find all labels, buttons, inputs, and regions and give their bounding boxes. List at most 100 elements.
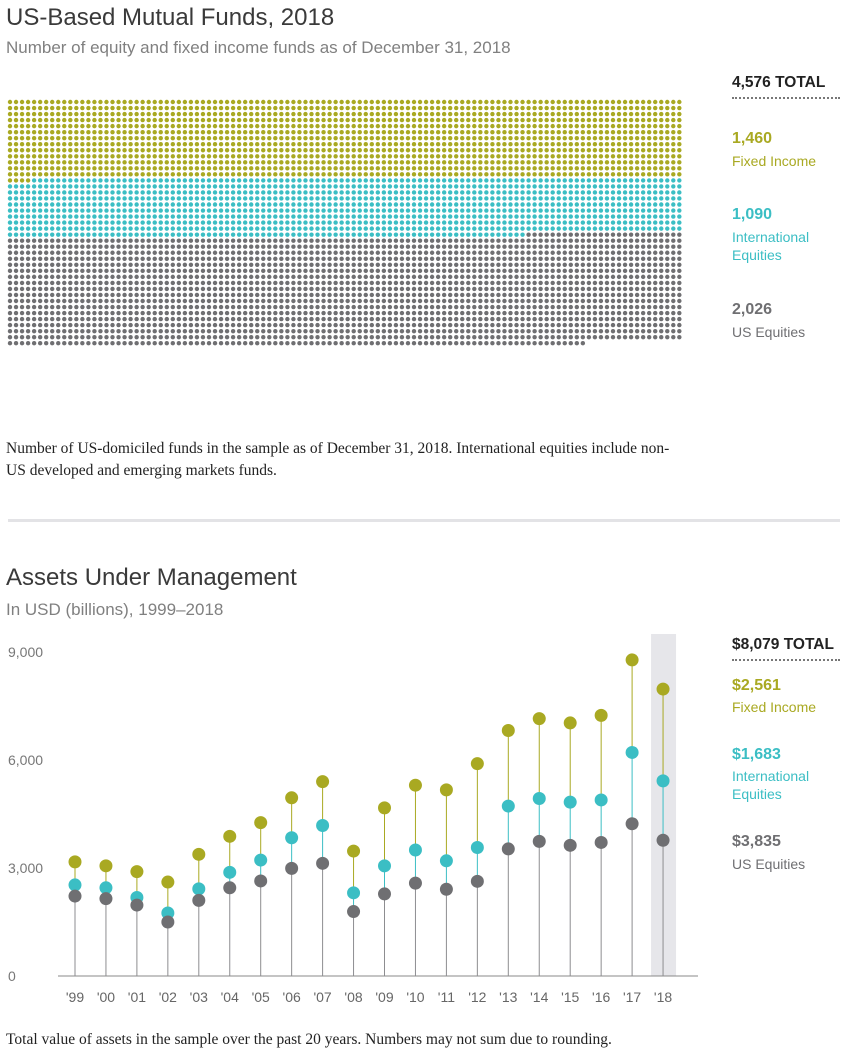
year-group (254, 816, 268, 976)
dot-group-fixed-income (7, 99, 682, 183)
point-international (192, 882, 206, 896)
point-fixed-income (594, 708, 608, 722)
point-us-equities (68, 889, 82, 903)
x-tick-label: '10 (406, 989, 424, 1005)
funds-legend-fixed-income-label: Fixed Income (732, 153, 817, 169)
year-group (347, 844, 361, 976)
point-us-equities (130, 898, 144, 912)
funds-legend-us-equities-label: US Equities (732, 324, 806, 340)
funds-note: Number of US-domiciled funds in the samp… (6, 440, 670, 479)
funds-subtitle: Number of equity and fixed income funds … (6, 38, 511, 57)
point-us-equities (563, 838, 577, 852)
point-us-equities (99, 892, 113, 906)
point-us-equities (501, 842, 515, 856)
point-fixed-income (99, 859, 113, 873)
point-fixed-income (625, 653, 639, 667)
point-us-equities (625, 817, 639, 831)
point-international (439, 854, 453, 868)
x-tick-label: '99 (66, 989, 84, 1005)
point-fixed-income (532, 712, 546, 726)
year-group (625, 653, 639, 976)
aum-legend-us-equities-label: US Equities (732, 856, 806, 872)
aum-note: Total value of assets in the sample over… (6, 1031, 612, 1048)
x-tick-label: '04 (221, 989, 239, 1005)
x-tick-label: '03 (190, 989, 208, 1005)
x-tick-label: '00 (97, 989, 115, 1005)
point-fixed-income (130, 865, 144, 879)
year-group (594, 708, 608, 976)
funds-total-label: 4,576 TOTAL (732, 74, 840, 99)
x-tick-label: '18 (654, 989, 672, 1005)
funds-legend-international-value: 1,090 (732, 206, 773, 223)
funds-legend-us-equities-value: 2,026 (732, 301, 773, 318)
year-group (285, 791, 299, 976)
year-group (223, 829, 237, 976)
point-international (68, 878, 82, 892)
x-tick-label: '15 (561, 989, 579, 1005)
x-tick-label: '12 (468, 989, 486, 1005)
y-tick-label: 0 (8, 968, 16, 984)
point-international (532, 792, 546, 806)
point-international (285, 831, 299, 845)
x-tick-label: '14 (530, 989, 548, 1005)
point-us-equities (656, 833, 670, 847)
point-us-equities (408, 876, 422, 890)
point-international (501, 799, 515, 813)
x-tick-label: '06 (283, 989, 301, 1005)
year-group (68, 855, 82, 976)
aum-legend-us-equities-value: $3,835 (732, 833, 781, 850)
x-tick-label: '05 (252, 989, 270, 1005)
year-group (408, 778, 422, 976)
point-us-equities (378, 887, 391, 901)
point-us-equities (532, 834, 546, 848)
year-group (99, 859, 113, 976)
point-us-equities (254, 874, 268, 888)
aum-title: Assets Under Management (6, 564, 297, 591)
point-fixed-income (316, 775, 330, 789)
y-tick-label: 6,000 (8, 752, 43, 768)
point-us-equities (161, 915, 175, 929)
point-international (161, 906, 175, 920)
point-us-equities (223, 881, 237, 895)
funds-dot-matrix (7, 99, 682, 346)
point-fixed-income (470, 757, 484, 771)
point-fixed-income (656, 682, 670, 696)
year-group (532, 712, 546, 976)
year-group (563, 716, 577, 976)
year-group (161, 875, 175, 976)
aum-legend-international-value: $1,683 (732, 746, 781, 763)
funds-title: US-Based Mutual Funds, 2018 (6, 4, 335, 31)
point-us-equities (285, 861, 299, 875)
year-group (130, 865, 144, 976)
point-us-equities (192, 893, 206, 907)
point-fixed-income (285, 791, 299, 805)
x-tick-label: '17 (623, 989, 641, 1005)
funds-legend-fixed-income-value: 1,460 (732, 130, 773, 147)
point-international (347, 886, 361, 900)
year-group (656, 682, 670, 976)
y-tick-label: 3,000 (8, 860, 43, 876)
point-us-equities (347, 905, 361, 919)
point-fixed-income (347, 844, 361, 858)
point-international (99, 881, 113, 895)
point-fixed-income (223, 829, 237, 843)
point-us-equities (470, 874, 484, 888)
point-us-equities (316, 856, 330, 870)
x-tick-label: '02 (159, 989, 177, 1005)
point-fixed-income (439, 783, 453, 797)
dot-group-us-equities (7, 232, 682, 346)
year-group (316, 775, 330, 976)
point-us-equities (439, 882, 453, 896)
point-fixed-income (501, 723, 515, 737)
point-international (378, 859, 391, 873)
point-international (254, 853, 268, 867)
year-group (439, 783, 453, 976)
point-us-equities (594, 835, 608, 849)
point-international (316, 819, 330, 833)
aum-legend-fixed-income-label: Fixed Income (732, 699, 817, 715)
point-international (656, 774, 670, 788)
point-fixed-income (563, 716, 577, 730)
aum-total-label: $8,079 TOTAL (732, 636, 840, 661)
aum-subtitle: In USD (billions), 1999–2018 (6, 600, 224, 619)
funds-legend-international-label: International Equities (732, 229, 810, 263)
